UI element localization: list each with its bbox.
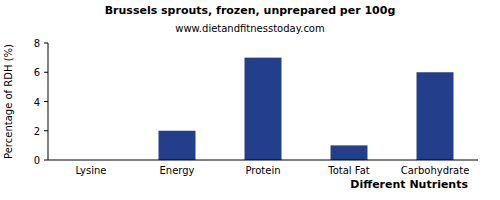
- y-axis: [48, 43, 49, 160]
- x-tick-label: Carbohydrate: [401, 165, 470, 176]
- y-tick: [44, 72, 48, 73]
- y-tick: [44, 43, 48, 44]
- y-tick-label: 8: [34, 38, 40, 49]
- y-tick: [44, 160, 48, 161]
- y-tick-label: 2: [34, 126, 40, 137]
- bar: [245, 58, 282, 160]
- x-tick-label: Lysine: [75, 165, 106, 176]
- y-tick: [44, 101, 48, 102]
- x-axis: [48, 160, 478, 161]
- bar: [417, 72, 454, 160]
- title: Brussels sprouts, frozen, unprepared per…: [105, 4, 396, 17]
- y-tick-label: 0: [34, 155, 40, 166]
- y-tick-label: 6: [34, 67, 40, 78]
- x-tick-label: Total Fat: [327, 165, 369, 176]
- y-tick: [44, 130, 48, 131]
- bar: [159, 131, 196, 160]
- y-axis-label: Percentage of RDH (%): [3, 44, 14, 159]
- chart: Brussels sprouts, frozen, unprepared per…: [0, 0, 500, 200]
- y-tick-label: 4: [34, 97, 40, 108]
- x-tick-label: Energy: [159, 165, 194, 176]
- x-axis-label: Different Nutrients: [350, 178, 468, 191]
- bar: [331, 145, 368, 160]
- x-tick-label: Protein: [245, 165, 280, 176]
- subtitle: www.dietandfitnesstoday.com: [175, 23, 324, 34]
